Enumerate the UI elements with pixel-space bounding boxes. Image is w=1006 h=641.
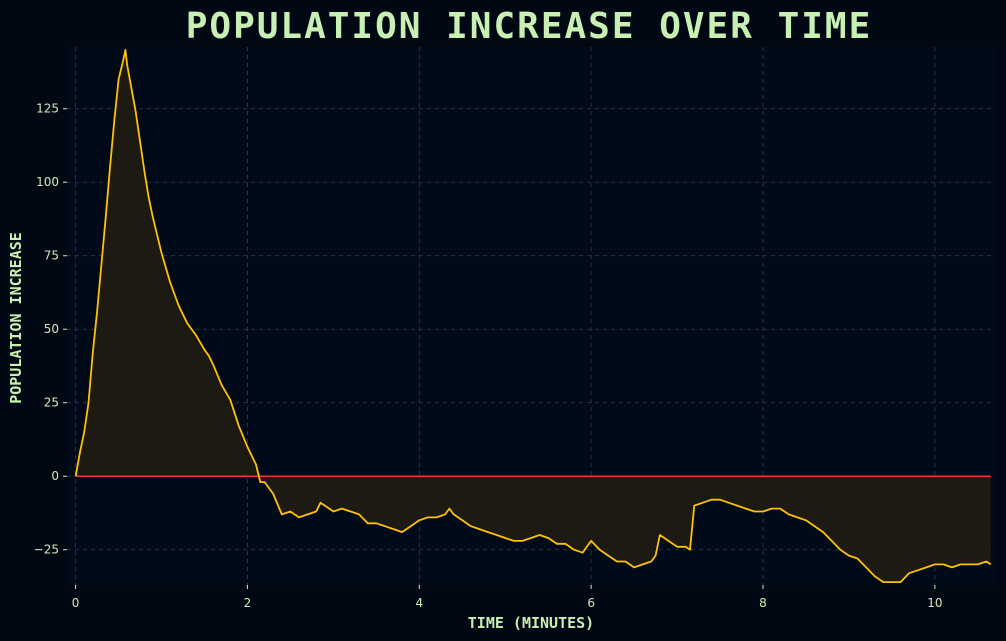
y-tick-label: 75 [44,249,59,263]
series-line [74,49,992,583]
x-axis-label: TIME (MINUTES) [468,614,594,632]
y-tick-label: 25 [44,396,59,410]
area-fill [75,49,991,583]
x-axis-ticks: 0 2 4 6 8 10 [72,585,942,610]
y-tick-label: −25 [34,543,59,557]
x-tick-label: 4 [415,596,423,610]
y-tick-label: 0 [51,469,59,483]
x-tick-label: 0 [72,596,80,610]
y-tick-label: 125 [36,102,59,116]
x-tick-label: 10 [927,596,942,610]
x-tick-label: 6 [587,596,595,610]
y-tick-label: 100 [36,175,59,189]
chart-title: POPULATION INCREASE OVER TIME [186,6,873,47]
x-tick-label: 8 [759,596,767,610]
y-tick-label: 50 [44,322,59,336]
y-axis-label: POPULATION INCREASE [7,232,25,404]
x-tick-label: 2 [244,596,252,610]
y-axis-ticks: −25 0 25 50 75 100 125 [34,102,67,557]
